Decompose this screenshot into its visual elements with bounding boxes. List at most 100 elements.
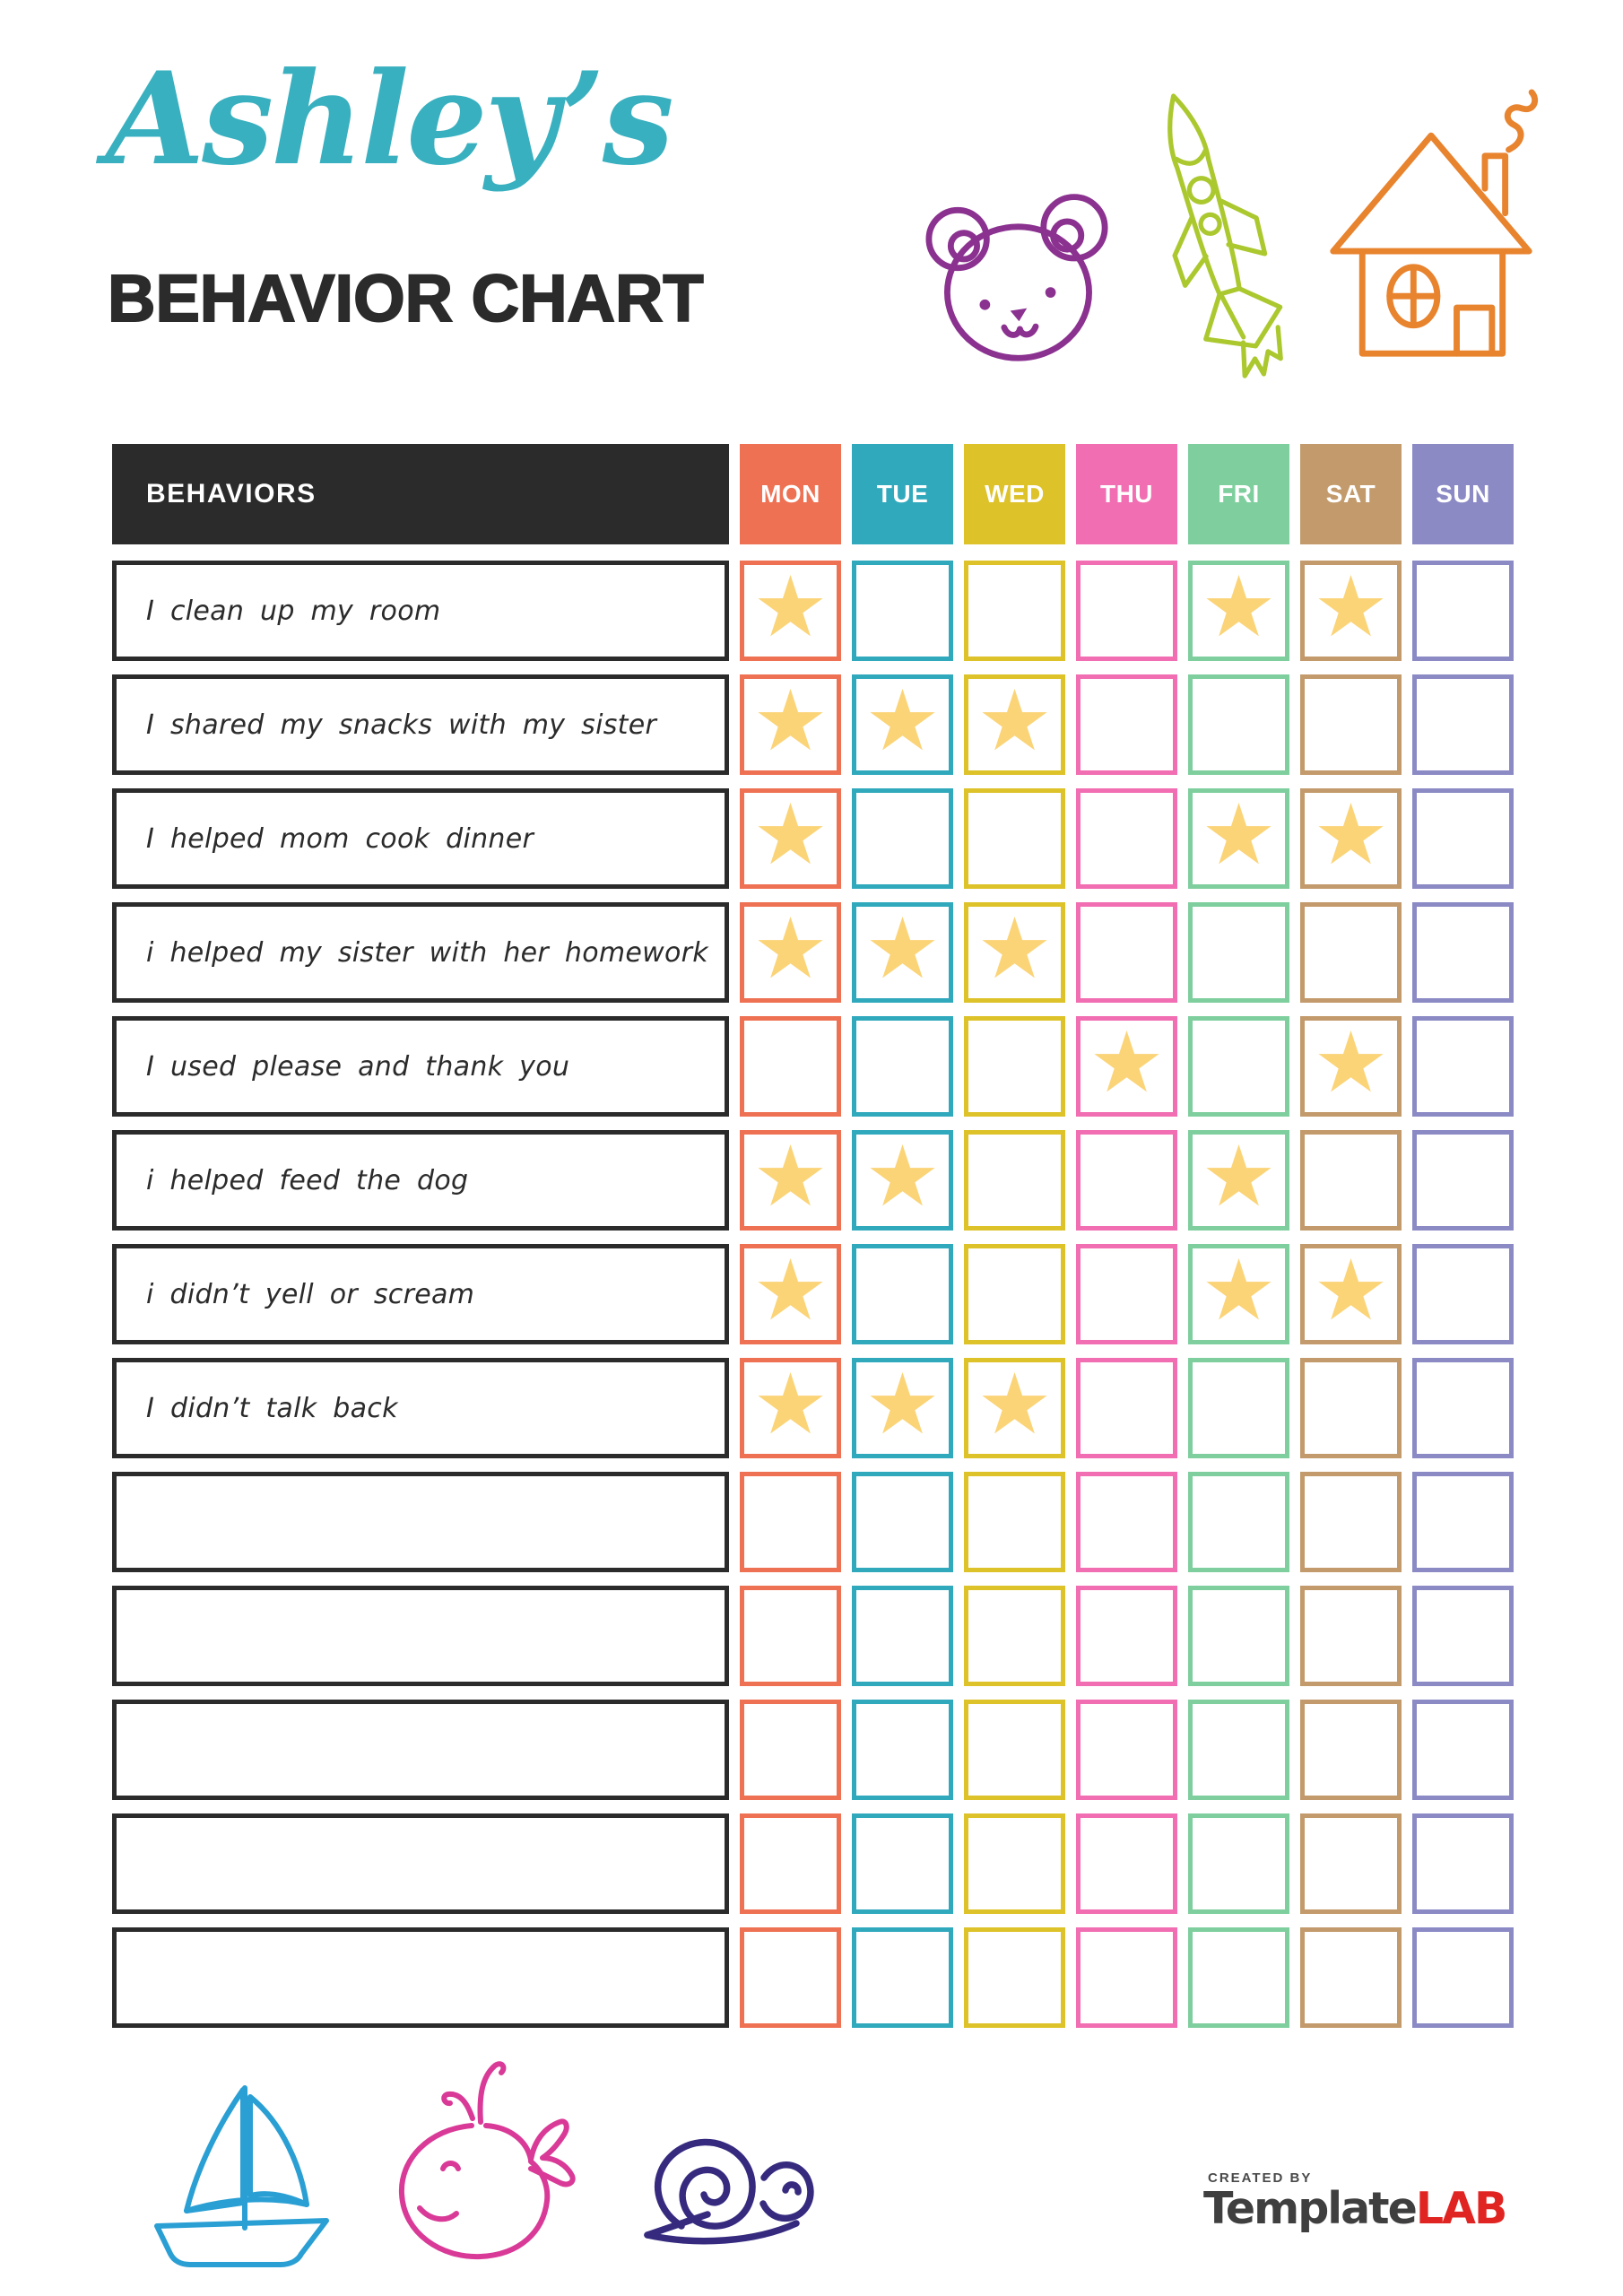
cell-row12-mon[interactable] [740,1813,841,1914]
star-icon: ★ [752,1356,829,1454]
cell-row9-sat[interactable] [1300,1472,1402,1572]
behavior-label: I helped mom cook dinner [112,788,729,889]
cell-row10-sat[interactable] [1300,1586,1402,1686]
cell-row4-wed[interactable]: ★ [964,902,1065,1003]
cell-row8-mon[interactable]: ★ [740,1358,841,1458]
cell-row13-mon[interactable] [740,1927,841,2028]
cell-row9-wed[interactable] [964,1472,1065,1572]
cell-row7-fri[interactable]: ★ [1188,1244,1289,1344]
cell-row2-wed[interactable]: ★ [964,674,1065,775]
cell-row9-fri[interactable] [1188,1472,1289,1572]
cell-row13-wed[interactable] [964,1927,1065,2028]
cell-row6-mon[interactable]: ★ [740,1130,841,1231]
cell-row1-sun[interactable] [1412,561,1514,661]
cell-row6-wed[interactable] [964,1130,1065,1231]
cell-row12-fri[interactable] [1188,1813,1289,1914]
brand-logo: CREATED BY TemplateLAB [1203,2170,1507,2231]
cell-row7-wed[interactable] [964,1244,1065,1344]
cell-row12-wed[interactable] [964,1813,1065,1914]
cell-row6-fri[interactable]: ★ [1188,1130,1289,1231]
cell-row4-sat[interactable] [1300,902,1402,1003]
behavior-label: i helped my sister with her homework [112,902,729,1003]
cell-row13-sat[interactable] [1300,1927,1402,2028]
cell-row11-sat[interactable] [1300,1700,1402,1800]
cell-row3-sat[interactable]: ★ [1300,788,1402,889]
behavior-chart: BEHAVIORS MON TUE WED THU FRI SAT SUN I clean … [112,444,1520,2041]
cell-row10-thu[interactable] [1076,1586,1177,1686]
cell-row13-sun[interactable] [1412,1927,1514,2028]
cell-row7-tue[interactable] [852,1244,953,1344]
star-icon: ★ [1313,559,1389,657]
cell-row9-mon[interactable] [740,1472,841,1572]
cell-row1-tue[interactable] [852,561,953,661]
cell-row11-mon[interactable] [740,1700,841,1800]
cell-row3-fri[interactable]: ★ [1188,788,1289,889]
cell-row7-sat[interactable]: ★ [1300,1244,1402,1344]
cell-row4-fri[interactable] [1188,902,1289,1003]
cell-row5-sun[interactable] [1412,1016,1514,1117]
cell-row12-sun[interactable] [1412,1813,1514,1914]
cell-row1-thu[interactable] [1076,561,1177,661]
cell-row5-fri[interactable] [1188,1016,1289,1117]
cell-row2-tue[interactable]: ★ [852,674,953,775]
cell-row10-sun[interactable] [1412,1586,1514,1686]
cell-row8-sun[interactable] [1412,1358,1514,1458]
cell-row3-sun[interactable] [1412,788,1514,889]
cell-row9-tue[interactable] [852,1472,953,1572]
table-row: I helped mom cook dinner ★ ★ ★ [112,788,1520,889]
cell-row5-mon[interactable] [740,1016,841,1117]
cell-row7-sun[interactable] [1412,1244,1514,1344]
cell-row8-thu[interactable] [1076,1358,1177,1458]
cell-row1-mon[interactable]: ★ [740,561,841,661]
cell-row3-thu[interactable] [1076,788,1177,889]
cell-row6-sat[interactable] [1300,1130,1402,1231]
cell-row12-tue[interactable] [852,1813,953,1914]
cell-row1-sat[interactable]: ★ [1300,561,1402,661]
cell-row5-tue[interactable] [852,1016,953,1117]
cell-row8-fri[interactable] [1188,1358,1289,1458]
cell-row10-wed[interactable] [964,1586,1065,1686]
cell-row2-sat[interactable] [1300,674,1402,775]
cell-row8-tue[interactable]: ★ [852,1358,953,1458]
cell-row10-tue[interactable] [852,1586,953,1686]
cell-row4-mon[interactable]: ★ [740,902,841,1003]
cell-row4-sun[interactable] [1412,902,1514,1003]
cell-row6-thu[interactable] [1076,1130,1177,1231]
cell-row10-mon[interactable] [740,1586,841,1686]
cell-row8-sat[interactable] [1300,1358,1402,1458]
cell-row13-thu[interactable] [1076,1927,1177,2028]
cell-row13-fri[interactable] [1188,1927,1289,2028]
cell-row6-tue[interactable]: ★ [852,1130,953,1231]
cell-row3-mon[interactable]: ★ [740,788,841,889]
cell-row2-mon[interactable]: ★ [740,674,841,775]
cell-row13-tue[interactable] [852,1927,953,2028]
cell-row11-thu[interactable] [1076,1700,1177,1800]
cell-row1-fri[interactable]: ★ [1188,561,1289,661]
cell-row11-tue[interactable] [852,1700,953,1800]
cell-row4-tue[interactable]: ★ [852,902,953,1003]
cell-row2-fri[interactable] [1188,674,1289,775]
cell-row5-wed[interactable] [964,1016,1065,1117]
cell-row2-thu[interactable] [1076,674,1177,775]
cell-row11-sun[interactable] [1412,1700,1514,1800]
cell-row7-thu[interactable] [1076,1244,1177,1344]
cell-row6-sun[interactable] [1412,1130,1514,1231]
cell-row3-wed[interactable] [964,788,1065,889]
cell-row5-thu[interactable]: ★ [1076,1016,1177,1117]
table-row: I clean up my room ★ ★ ★ [112,561,1520,661]
cell-row4-thu[interactable] [1076,902,1177,1003]
cell-row1-wed[interactable] [964,561,1065,661]
cell-row11-wed[interactable] [964,1700,1065,1800]
cell-row8-wed[interactable]: ★ [964,1358,1065,1458]
star-icon: ★ [976,900,1053,998]
cell-row9-thu[interactable] [1076,1472,1177,1572]
cell-row5-sat[interactable]: ★ [1300,1016,1402,1117]
cell-row10-fri[interactable] [1188,1586,1289,1686]
cell-row9-sun[interactable] [1412,1472,1514,1572]
cell-row7-mon[interactable]: ★ [740,1244,841,1344]
cell-row12-thu[interactable] [1076,1813,1177,1914]
cell-row2-sun[interactable] [1412,674,1514,775]
cell-row11-fri[interactable] [1188,1700,1289,1800]
cell-row12-sat[interactable] [1300,1813,1402,1914]
cell-row3-tue[interactable] [852,788,953,889]
